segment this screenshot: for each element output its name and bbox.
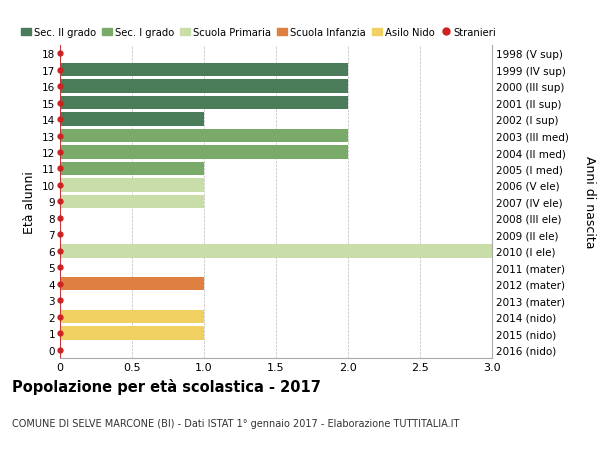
Bar xyxy=(60,80,348,94)
Bar xyxy=(60,162,204,176)
Legend: Sec. II grado, Sec. I grado, Scuola Primaria, Scuola Infanzia, Asilo Nido, Stran: Sec. II grado, Sec. I grado, Scuola Prim… xyxy=(21,28,497,38)
Bar xyxy=(60,310,204,324)
Bar xyxy=(60,245,492,258)
Bar xyxy=(60,327,204,340)
Bar xyxy=(60,64,348,77)
Y-axis label: Anni di nascita: Anni di nascita xyxy=(583,156,596,248)
Bar xyxy=(60,97,348,110)
Bar xyxy=(60,129,348,143)
Bar xyxy=(60,277,204,291)
Bar xyxy=(60,179,204,192)
Text: COMUNE DI SELVE MARCONE (BI) - Dati ISTAT 1° gennaio 2017 - Elaborazione TUTTITA: COMUNE DI SELVE MARCONE (BI) - Dati ISTA… xyxy=(12,418,460,428)
Bar xyxy=(60,195,204,209)
Text: Popolazione per età scolastica - 2017: Popolazione per età scolastica - 2017 xyxy=(12,379,321,395)
Bar xyxy=(60,113,204,127)
Y-axis label: Età alunni: Età alunni xyxy=(23,171,37,233)
Bar xyxy=(60,146,348,159)
